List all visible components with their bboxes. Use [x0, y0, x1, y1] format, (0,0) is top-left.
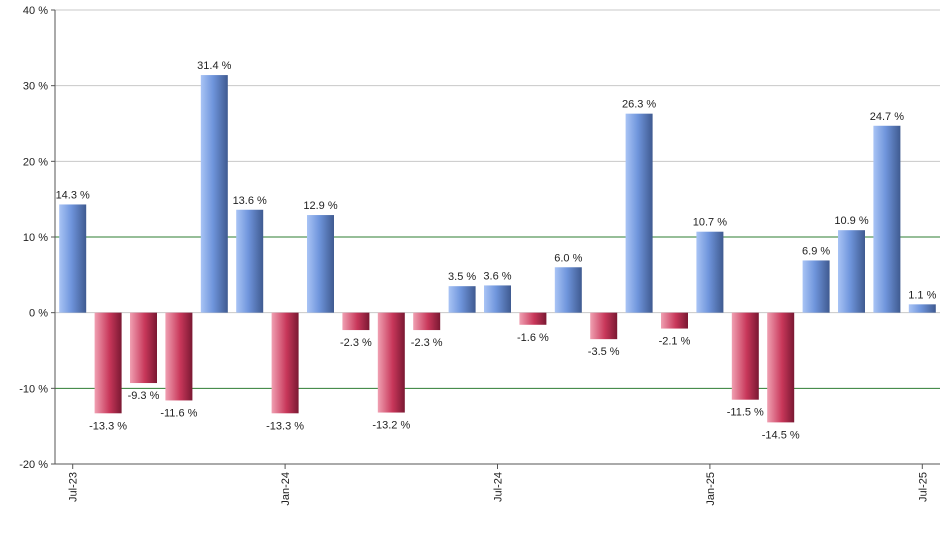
bar — [448, 286, 476, 313]
data-label: 10.9 % — [834, 215, 868, 227]
data-label: -3.5 % — [588, 346, 620, 358]
bar — [94, 312, 122, 414]
bars — [59, 75, 936, 423]
bar — [342, 312, 370, 331]
data-label: -11.6 % — [160, 407, 197, 419]
data-label: 10.7 % — [693, 217, 727, 229]
data-label: 3.6 % — [483, 270, 511, 282]
data-label: 31.4 % — [197, 60, 231, 72]
x-tick-label: Jan-24 — [280, 472, 292, 506]
y-tick-label: 30 % — [23, 81, 48, 93]
bar — [200, 75, 228, 313]
data-label: 26.3 % — [622, 99, 656, 111]
data-label: -1.6 % — [517, 332, 549, 344]
bar — [661, 312, 688, 329]
bar — [554, 267, 582, 313]
bar — [802, 260, 830, 313]
bar — [731, 312, 759, 400]
data-label: 13.6 % — [233, 195, 267, 207]
data-label: -13.3 % — [266, 420, 304, 432]
data-label: 1.1 % — [908, 289, 936, 301]
x-tick-label: Jan-25 — [705, 472, 717, 506]
bar — [767, 312, 795, 423]
bar — [873, 125, 901, 313]
data-label: -2.1 % — [659, 336, 691, 348]
data-label: -2.3 % — [411, 337, 443, 349]
bar — [130, 312, 157, 384]
bar — [519, 312, 547, 325]
y-tick-label: -10 % — [19, 383, 48, 395]
bar — [590, 312, 618, 340]
x-tick-label: Jul-25 — [917, 472, 929, 502]
bar — [625, 113, 653, 313]
bar — [838, 230, 865, 313]
y-tick-label: 40 % — [23, 5, 48, 17]
data-label: -14.5 % — [762, 429, 800, 441]
bar — [484, 285, 511, 313]
data-label: -9.3 % — [128, 390, 160, 402]
data-label: 3.5 % — [448, 271, 476, 283]
data-label: 6.9 % — [802, 245, 830, 257]
axes: -20 % -10 % 0 % 10 % 20 % 30 % 40 % Jul-23 Jan-2… — [19, 5, 940, 506]
data-labels: 14.3 % -13.3 % -9.3 %-11.6 % 31.4 % 13.6 % -1… — [56, 60, 937, 441]
bar — [236, 209, 264, 313]
data-label: 6.0 % — [554, 252, 582, 264]
x-tick-label: Jul-23 — [68, 472, 80, 502]
data-label: 24.7 % — [870, 111, 904, 123]
data-label: -11.5 % — [727, 407, 764, 419]
data-label: -13.3 % — [89, 420, 127, 432]
data-label: 14.3 % — [56, 189, 90, 201]
bar — [696, 231, 724, 313]
y-tick-label: 0 % — [29, 308, 48, 320]
x-tick-label: Jul-24 — [493, 472, 505, 502]
bar — [908, 304, 936, 313]
bar — [165, 312, 193, 401]
y-tick-label: 10 % — [23, 232, 48, 244]
bar — [59, 204, 87, 313]
y-tick-label: -20 % — [19, 459, 48, 471]
y-tick-label: 20 % — [23, 156, 48, 168]
bar — [377, 312, 405, 413]
data-label: -13.2 % — [372, 420, 410, 432]
bar — [307, 215, 334, 313]
data-label: 12.9 % — [303, 200, 337, 212]
bar — [413, 312, 441, 331]
bar — [271, 312, 299, 414]
data-label: -2.3 % — [340, 337, 372, 349]
